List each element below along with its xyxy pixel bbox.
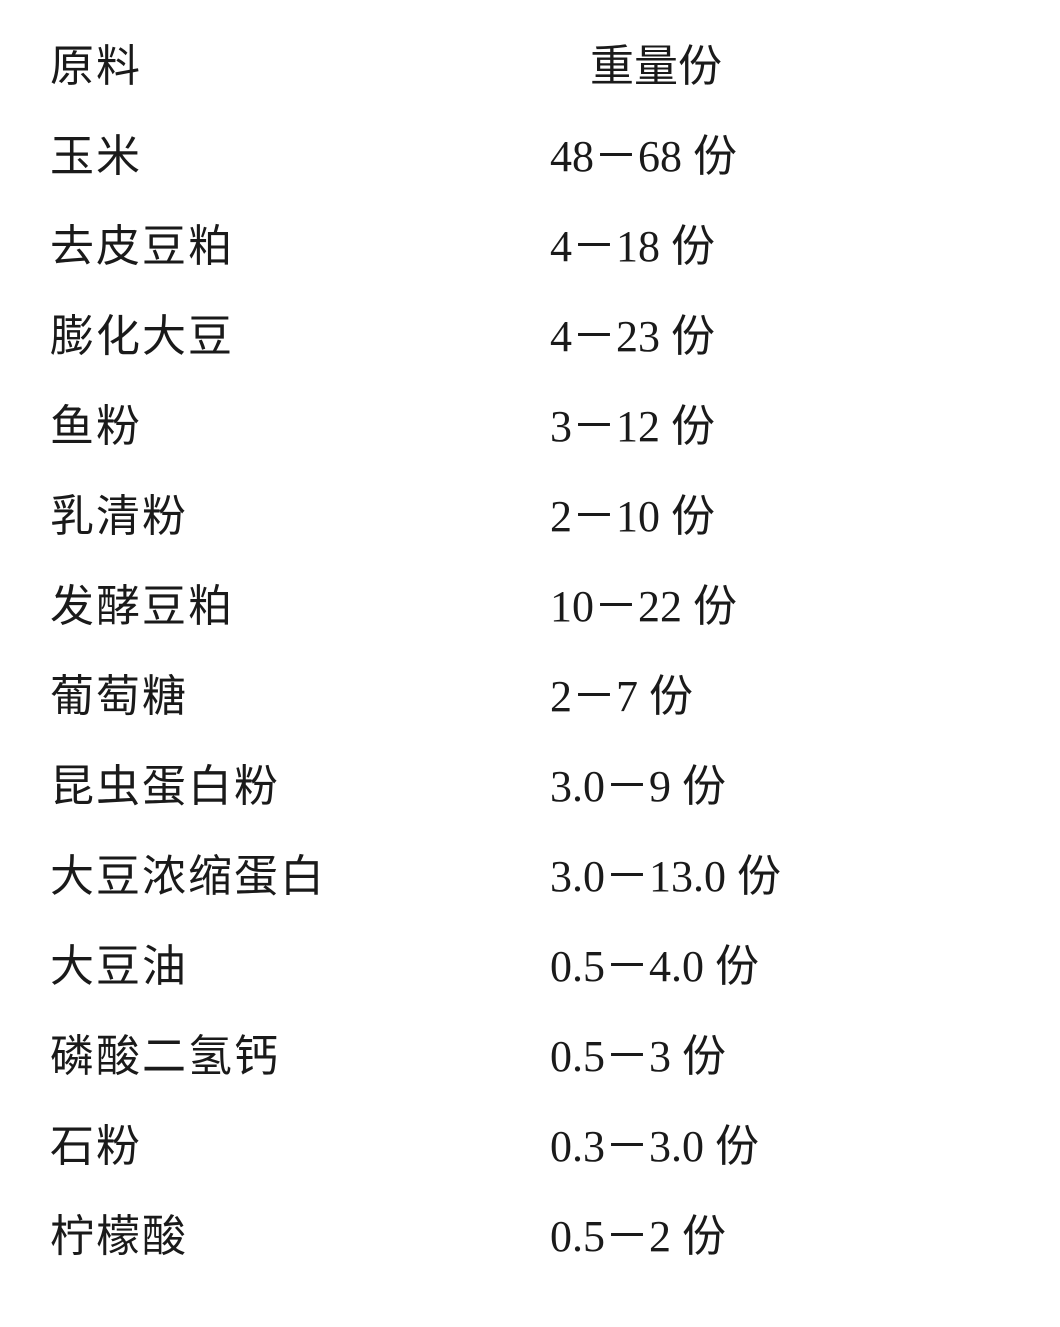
amount-cell: 3－12 份	[510, 390, 1000, 454]
table-row: 玉米 48－68 份	[50, 120, 1000, 210]
amount-cell: 48－68 份	[510, 120, 1000, 184]
table-header-row: 原料 重量份	[50, 30, 1000, 120]
amount-cell: 10－22 份	[510, 570, 1000, 634]
ingredient-cell: 柠檬酸	[50, 1200, 510, 1264]
table-row: 发酵豆粕 10－22 份	[50, 570, 1000, 660]
amount-cell: 0.5－3 份	[510, 1020, 1000, 1084]
table-row: 葡萄糖 2－7 份	[50, 660, 1000, 750]
amount-cell: 3.0－9 份	[510, 750, 1000, 814]
ingredient-cell: 玉米	[50, 120, 510, 184]
table-row: 乳清粉 2－10 份	[50, 480, 1000, 570]
amount-cell: 0.3－3.0 份	[510, 1110, 1000, 1174]
amount-cell: 0.5－2 份	[510, 1200, 1000, 1264]
ingredient-cell: 磷酸二氢钙	[50, 1020, 510, 1084]
ingredient-cell: 昆虫蛋白粉	[50, 750, 510, 814]
ingredient-cell: 大豆浓缩蛋白	[50, 840, 510, 904]
table-row: 鱼粉 3－12 份	[50, 390, 1000, 480]
amount-cell: 4－18 份	[510, 210, 1000, 274]
table-row: 柠檬酸 0.5－2 份	[50, 1200, 1000, 1290]
ingredient-cell: 葡萄糖	[50, 660, 510, 724]
ingredient-cell: 发酵豆粕	[50, 570, 510, 634]
ingredient-cell: 鱼粉	[50, 390, 510, 454]
ingredients-table: 原料 重量份 玉米 48－68 份 去皮豆粕 4－18 份 膨化大豆 4－23 …	[0, 0, 1060, 1327]
amount-cell: 3.0－13.0 份	[510, 840, 1000, 904]
amount-cell: 2－10 份	[510, 480, 1000, 544]
amount-cell: 2－7 份	[510, 660, 1000, 724]
ingredient-cell: 乳清粉	[50, 480, 510, 544]
ingredient-cell: 膨化大豆	[50, 300, 510, 364]
header-amount: 重量份	[510, 30, 1000, 94]
ingredient-cell: 石粉	[50, 1110, 510, 1174]
header-ingredient: 原料	[50, 30, 510, 94]
table-row: 磷酸二氢钙 0.5－3 份	[50, 1020, 1000, 1110]
amount-cell: 4－23 份	[510, 300, 1000, 364]
table-row: 膨化大豆 4－23 份	[50, 300, 1000, 390]
table-row: 大豆浓缩蛋白 3.0－13.0 份	[50, 840, 1000, 930]
table-row: 昆虫蛋白粉 3.0－9 份	[50, 750, 1000, 840]
ingredient-cell: 大豆油	[50, 930, 510, 994]
table-row: 石粉 0.3－3.0 份	[50, 1110, 1000, 1200]
table-row: 大豆油 0.5－4.0 份	[50, 930, 1000, 1020]
table-row: 去皮豆粕 4－18 份	[50, 210, 1000, 300]
amount-cell: 0.5－4.0 份	[510, 930, 1000, 994]
ingredient-cell: 去皮豆粕	[50, 210, 510, 274]
